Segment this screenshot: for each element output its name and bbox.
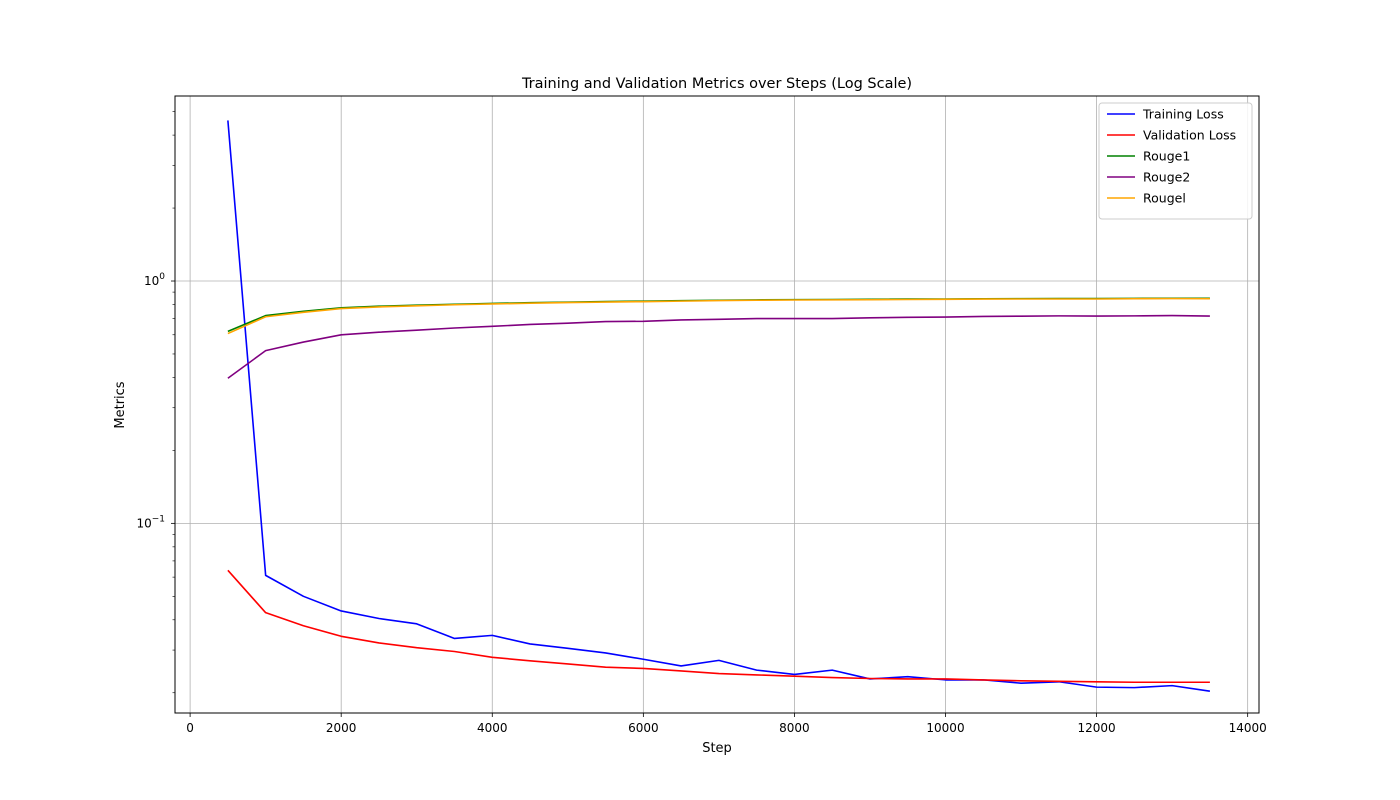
legend-label: Rouge1: [1143, 149, 1190, 164]
plot-frame: [174, 95, 1260, 714]
y-axis-label: Metrics: [113, 381, 128, 428]
x-axis-label: Step: [702, 741, 732, 756]
legend-label: Training Loss: [1142, 107, 1224, 122]
legend-label: Validation Loss: [1143, 128, 1236, 143]
x-tick-label: 2000: [326, 721, 357, 735]
legend-box: [1098, 102, 1253, 220]
x-tick-label: 12000: [1077, 721, 1115, 735]
x-tick-label: 8000: [779, 721, 810, 735]
x-tick-label: 4000: [477, 721, 508, 735]
series-line-training-loss: [227, 120, 1211, 692]
x-tick-label: 6000: [628, 721, 659, 735]
x-tick-label: 0: [186, 721, 194, 735]
legend-label: Rougel: [1143, 191, 1186, 206]
x-tick-label: 10000: [926, 721, 964, 735]
chart-title: Training and Validation Metrics over Ste…: [521, 76, 912, 92]
series-lines: [227, 120, 1211, 692]
legend-label: Rouge2: [1143, 170, 1190, 185]
series-line-rouge2: [227, 314, 1210, 379]
legend: Training Loss Validation Loss Rouge1 Rouge2…: [1098, 102, 1253, 220]
series-line-validation-loss: [227, 569, 1210, 684]
series-line-rougel: [227, 297, 1210, 335]
x-tick-label: 14000: [1229, 721, 1267, 735]
